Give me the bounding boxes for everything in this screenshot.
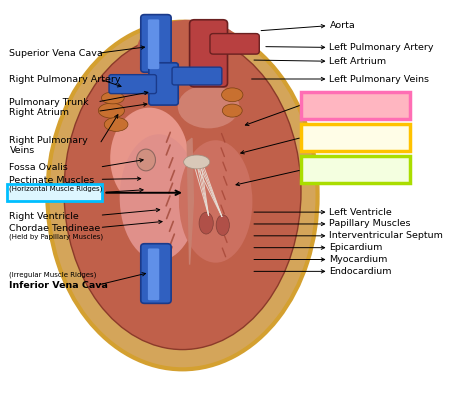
FancyBboxPatch shape	[141, 15, 171, 72]
Ellipse shape	[110, 107, 189, 209]
Text: (Irregular Muscle Ridges): (Irregular Muscle Ridges)	[9, 271, 97, 278]
FancyBboxPatch shape	[190, 20, 228, 87]
Text: Right Atrium: Right Atrium	[9, 108, 70, 117]
Text: Right Pulmonary: Right Pulmonary	[9, 136, 88, 145]
Text: Left Pulmonary Veins: Left Pulmonary Veins	[329, 75, 429, 83]
Ellipse shape	[199, 213, 213, 234]
Text: Chordae Tendineae: Chordae Tendineae	[9, 224, 101, 233]
Ellipse shape	[47, 22, 318, 369]
Ellipse shape	[137, 20, 242, 75]
Bar	[301, 124, 410, 151]
Text: Superior Vena Cava: Superior Vena Cava	[9, 49, 103, 58]
Text: Right Pulmonary Artery: Right Pulmonary Artery	[9, 75, 121, 83]
Text: (Horizontal Muscle Ridges): (Horizontal Muscle Ridges)	[9, 186, 103, 192]
FancyBboxPatch shape	[148, 19, 159, 69]
Ellipse shape	[216, 215, 229, 235]
Text: Left Pulmonary Artery: Left Pulmonary Artery	[329, 43, 434, 52]
Bar	[7, 184, 102, 201]
Text: Right Ventricle: Right Ventricle	[9, 212, 79, 220]
Text: Myocardium: Myocardium	[329, 255, 388, 264]
Text: Fossa Ovalis: Fossa Ovalis	[9, 164, 68, 172]
Ellipse shape	[179, 140, 252, 263]
Ellipse shape	[64, 34, 301, 350]
Ellipse shape	[183, 155, 210, 169]
FancyBboxPatch shape	[148, 248, 159, 300]
Ellipse shape	[178, 85, 239, 128]
Text: Inferior Vena Cava: Inferior Vena Cava	[9, 281, 109, 290]
Ellipse shape	[101, 92, 124, 104]
Text: Endocardium: Endocardium	[329, 267, 392, 276]
FancyBboxPatch shape	[109, 75, 156, 94]
Ellipse shape	[119, 134, 198, 261]
Ellipse shape	[221, 88, 243, 102]
FancyBboxPatch shape	[141, 244, 171, 303]
Ellipse shape	[189, 36, 220, 61]
Text: Left Artrium: Left Artrium	[329, 57, 387, 66]
Polygon shape	[187, 138, 193, 265]
Text: Pulmonary Trunk: Pulmonary Trunk	[9, 98, 89, 107]
Bar	[301, 92, 410, 118]
Text: (Held by Papillary Muscles): (Held by Papillary Muscles)	[9, 234, 104, 240]
FancyBboxPatch shape	[172, 67, 222, 85]
Text: Left Ventricle: Left Ventricle	[329, 208, 392, 216]
Ellipse shape	[104, 117, 128, 131]
Text: Pectinate Muscles: Pectinate Muscles	[9, 176, 95, 185]
Text: Papillary Muscles: Papillary Muscles	[329, 220, 411, 228]
Ellipse shape	[165, 32, 200, 61]
Ellipse shape	[222, 104, 242, 117]
FancyBboxPatch shape	[149, 63, 178, 105]
Text: Epicardium: Epicardium	[329, 243, 383, 252]
Text: Veins: Veins	[9, 146, 35, 154]
FancyBboxPatch shape	[210, 34, 259, 54]
Bar	[301, 156, 410, 183]
Text: Aorta: Aorta	[329, 21, 355, 30]
Text: Interventricular Septum: Interventricular Septum	[329, 231, 443, 240]
Ellipse shape	[99, 103, 124, 118]
Ellipse shape	[137, 149, 155, 171]
